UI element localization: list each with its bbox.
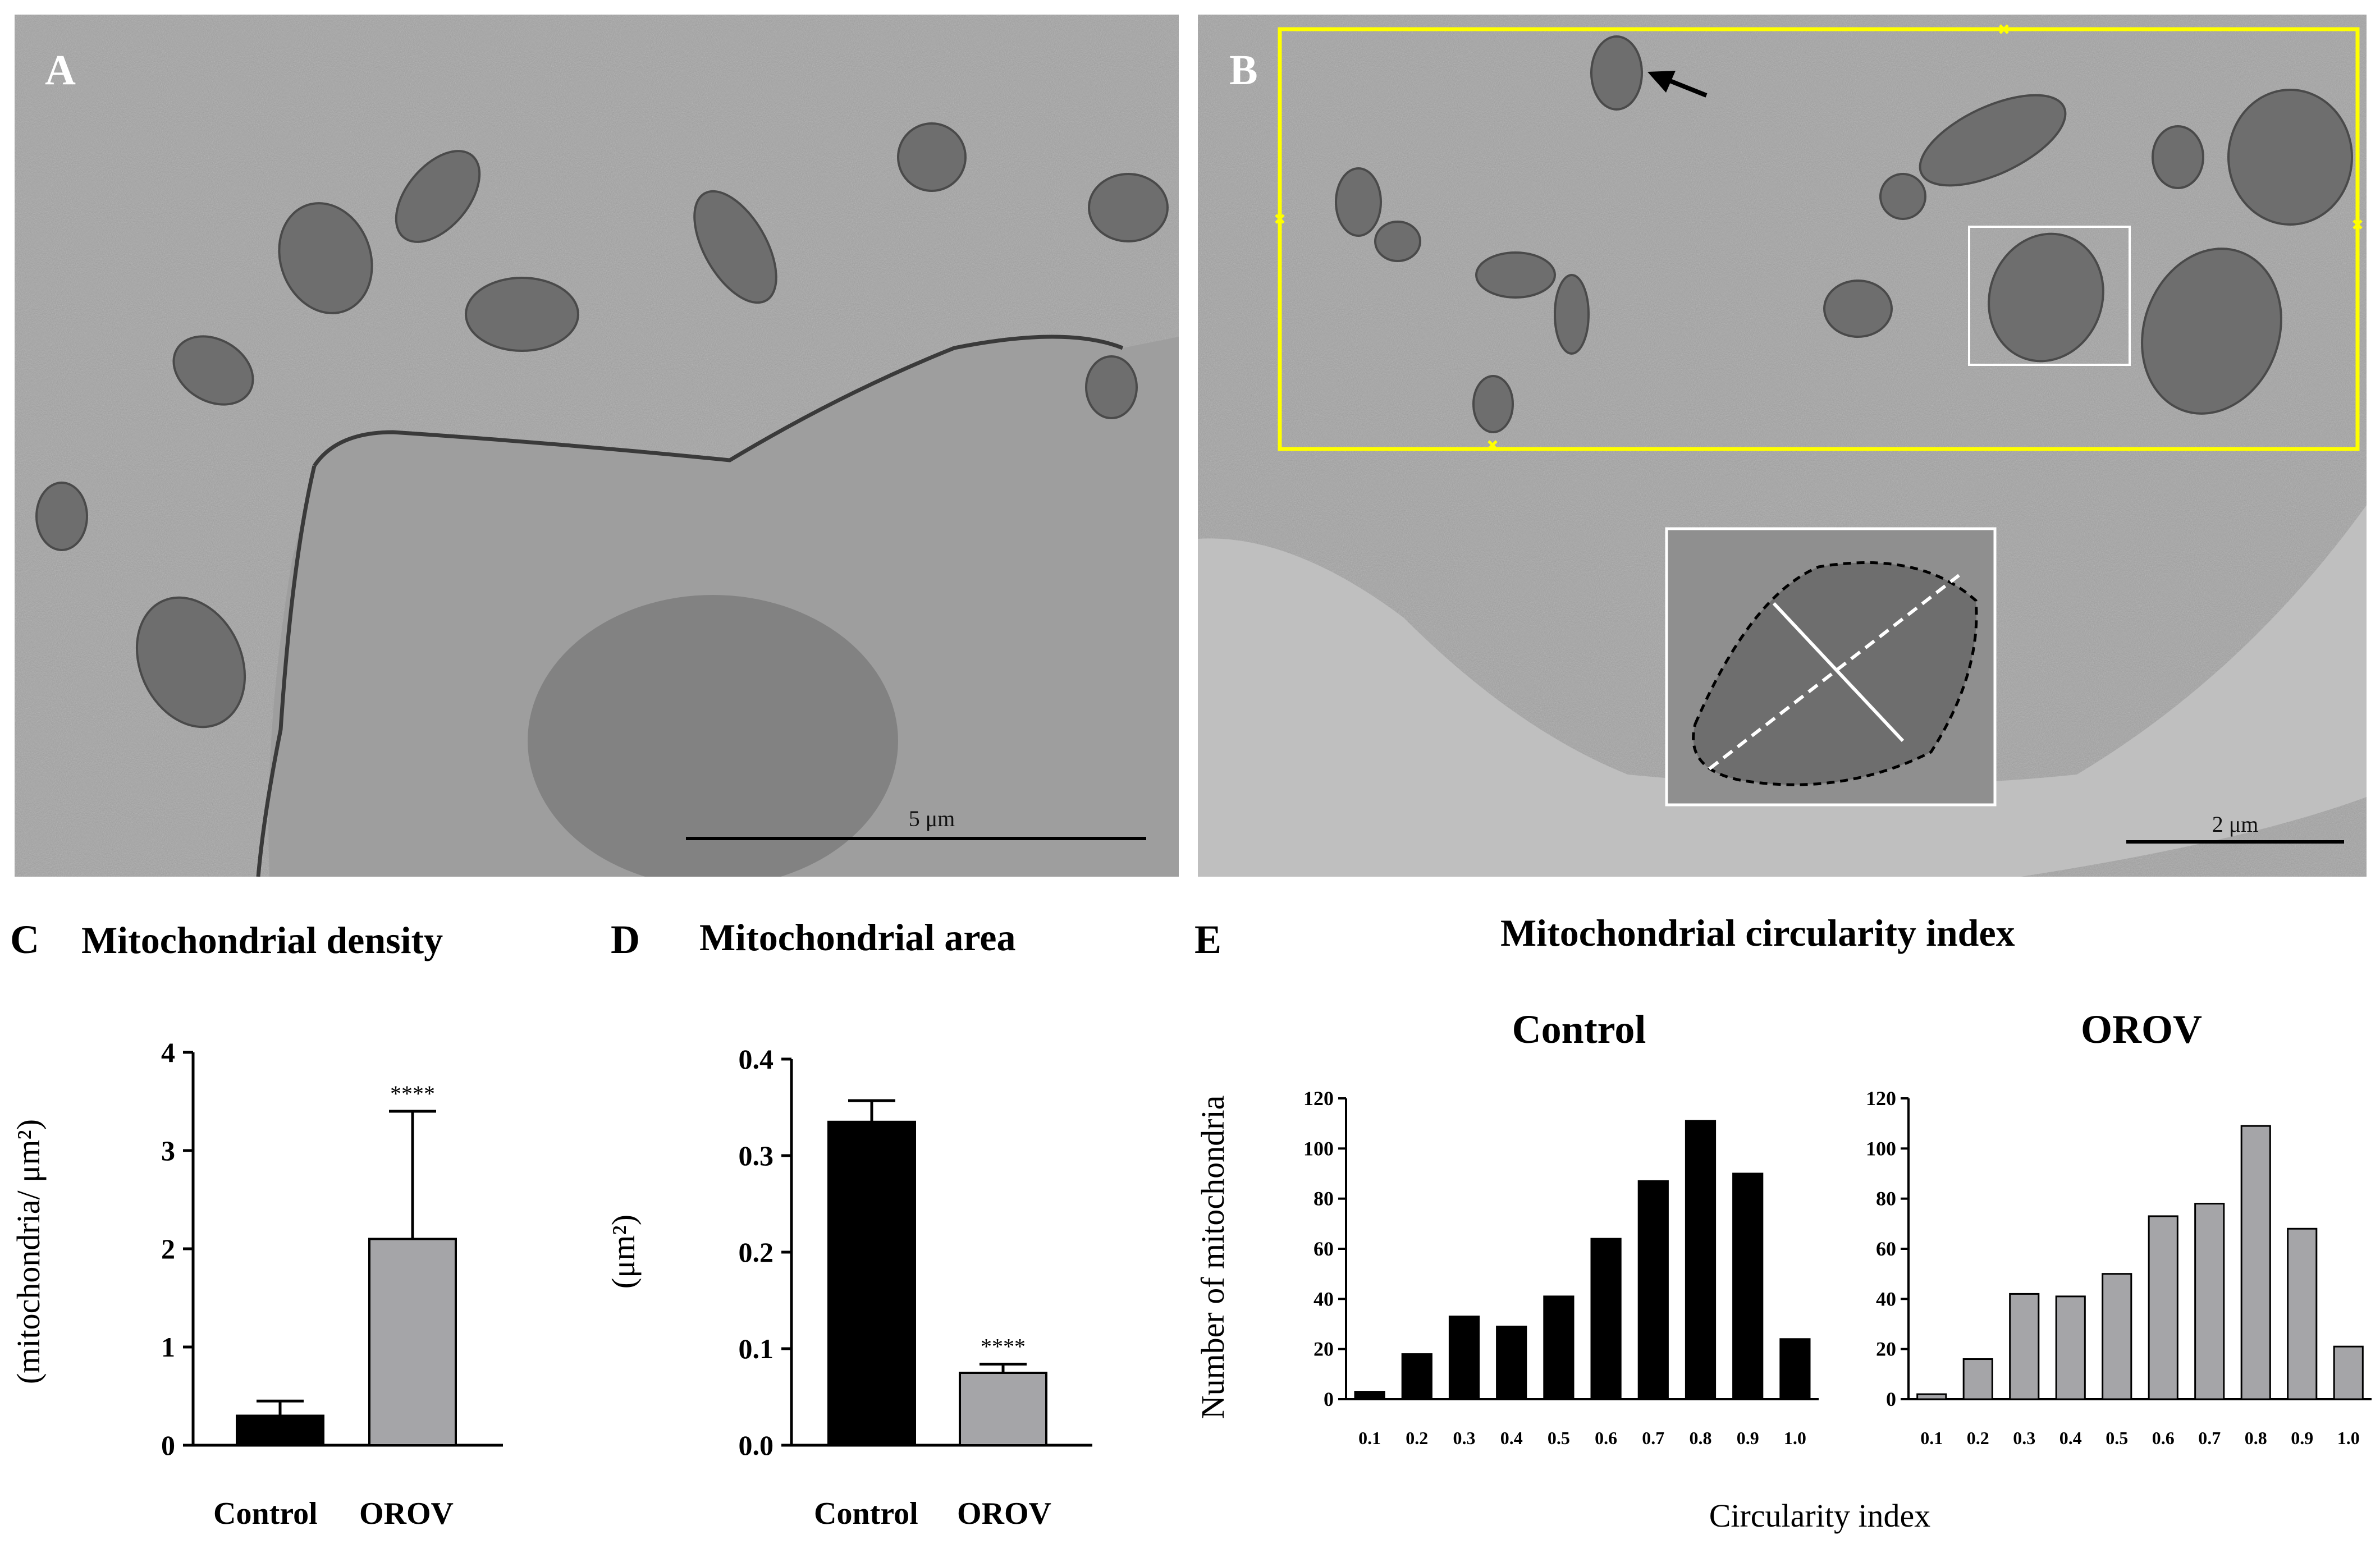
e-orov-x-tick-label: 0.3 [2013, 1428, 2035, 1448]
e-control-y-tick-label: 0 [1324, 1388, 1334, 1410]
e-control-y-tick-label: 80 [1313, 1188, 1334, 1210]
c-category-control: Control [213, 1496, 318, 1531]
d-y-tick-label: 0.1 [739, 1333, 774, 1364]
chart-d-title: Mitochondrial area [699, 916, 1015, 959]
c-y-tick-label: 4 [161, 1037, 175, 1068]
e-control-x-tick-label: 0.9 [1737, 1428, 1759, 1448]
c-significance-orov: **** [390, 1081, 435, 1106]
e-control-y-tick-label: 40 [1313, 1288, 1334, 1310]
c-y-axis-label: (mitochondria/ μm²) [10, 1119, 47, 1384]
e-subtitle-control: Control [1512, 1007, 1646, 1052]
e-orov-y-tick-label: 40 [1876, 1288, 1896, 1310]
e-orov-x-tick-label: 0.5 [2106, 1428, 2128, 1448]
e-control-bar [1354, 1391, 1385, 1400]
e-control-bar [1590, 1238, 1622, 1400]
e-subtitle-orov: OROV [2081, 1007, 2202, 1052]
e-orov-bar [2055, 1295, 2086, 1400]
e-control-bar [1448, 1316, 1480, 1400]
e-control-bar [1779, 1338, 1811, 1400]
panel-b-letter: B [1229, 47, 1258, 94]
chart-density: 0 1 2 3 4 **** (mitochondria/ μm²) Control O… [10, 1037, 503, 1531]
e-control-x-tick-label: 0.3 [1453, 1428, 1476, 1448]
scale-label-a: 5 μm [909, 806, 955, 831]
chart-c-title: Mitochondrial density [81, 919, 443, 961]
c-y-tick-label: 3 [161, 1135, 175, 1166]
c-category-orov: OROV [359, 1496, 454, 1531]
e-orov-x-tick-label: 0.1 [1920, 1428, 1943, 1448]
e-orov-x-tick-label: 0.9 [2291, 1428, 2313, 1448]
e-control-x-tick-label: 0.8 [1690, 1428, 1712, 1448]
d-y-tick-label: 0.4 [739, 1043, 774, 1075]
e-orov-bar [2102, 1273, 2132, 1400]
e-orov-y-tick-label: 100 [1866, 1137, 1896, 1160]
e-control-x-tick-label: 0.7 [1642, 1428, 1664, 1448]
e-control-bar [1637, 1180, 1669, 1400]
c-y-tick-label: 2 [161, 1233, 175, 1264]
e-orov-x-tick-label: 0.6 [2152, 1428, 2175, 1448]
scale-label-b: 2 μm [2212, 812, 2259, 837]
e-orov-y-tick-label: 20 [1876, 1338, 1896, 1360]
e-control-y-tick-label: 120 [1303, 1087, 1334, 1110]
panel-a-letter: A [45, 47, 76, 94]
d-bar-orov [959, 1372, 1047, 1446]
e-control-y-tick-label: 20 [1313, 1338, 1334, 1360]
d-y-tick-label: 0.3 [739, 1140, 774, 1171]
e-x-axis-label: Circularity index [1709, 1497, 1931, 1534]
c-y-tick-label: 1 [161, 1331, 175, 1363]
e-control-bar [1543, 1295, 1575, 1400]
e-control-bar [1685, 1120, 1717, 1400]
e-control-x-tick-label: 0.5 [1548, 1428, 1570, 1448]
e-y-axis-label: Number of mitochondria [1194, 1096, 1231, 1419]
e-orov-y-tick-label: 60 [1876, 1238, 1896, 1260]
e-orov-bar [2009, 1293, 2040, 1400]
e-control-x-tick-label: 0.2 [1406, 1428, 1428, 1448]
e-orov-bar [1916, 1393, 1947, 1400]
c-bar-control [236, 1414, 324, 1446]
d-bar-control [827, 1120, 916, 1447]
d-y-tick-label: 0.2 [739, 1236, 774, 1268]
e-control-y-tick-label: 100 [1303, 1137, 1334, 1160]
e-control-y-tick-label: 60 [1313, 1238, 1334, 1260]
d-significance-orov: **** [981, 1334, 1026, 1359]
e-control-x-tick-label: 1.0 [1784, 1428, 1806, 1448]
chart-e-title: Mitochondrial circularity index [1500, 911, 2015, 954]
e-control-bar [1732, 1172, 1764, 1400]
e-orov-bar [2148, 1215, 2178, 1400]
e-orov-x-tick-label: 0.2 [1967, 1428, 1989, 1448]
d-category-orov: OROV [957, 1496, 1051, 1531]
e-control-x-tick-label: 0.4 [1500, 1428, 1523, 1448]
e-orov-bar [2240, 1125, 2271, 1400]
d-category-control: Control [814, 1496, 918, 1531]
e-orov-bar [1962, 1358, 1993, 1400]
d-y-axis-label: (μm²) [605, 1215, 642, 1289]
d-y-tick-label: 0.0 [739, 1430, 774, 1461]
c-y-tick-label: 0 [161, 1430, 175, 1461]
e-orov-x-tick-label: 1.0 [2337, 1428, 2360, 1448]
e-orov-y-tick-label: 120 [1866, 1087, 1896, 1110]
panel-d-letter: D [611, 917, 640, 962]
e-orov-y-tick-label: 0 [1886, 1388, 1896, 1410]
c-bar-orov [368, 1238, 457, 1446]
micrograph-a [15, 15, 1179, 877]
panel-c-letter: C [10, 917, 39, 962]
e-control-bar [1401, 1353, 1432, 1400]
e-orov-bar [2194, 1203, 2225, 1400]
e-orov-bar [2287, 1227, 2318, 1400]
chart-circularity: Number of mitochondria Circularity index… [1194, 1007, 2372, 1534]
e-orov-x-tick-label: 0.4 [2059, 1428, 2082, 1448]
panel-e-letter: E [1194, 917, 1221, 962]
micrograph-b [1198, 15, 2367, 877]
e-control-x-tick-label: 0.6 [1595, 1428, 1617, 1448]
e-orov-x-tick-label: 0.7 [2198, 1428, 2221, 1448]
chart-area: 0.0 0.1 0.2 0.3 0.4 **** (μm²) Control OROV [605, 1043, 1092, 1531]
e-orov-y-tick-label: 80 [1876, 1188, 1896, 1210]
e-orov-x-tick-label: 0.8 [2245, 1428, 2267, 1448]
e-orov-bar [2333, 1345, 2364, 1400]
e-control-bar [1496, 1325, 1527, 1400]
e-control-x-tick-label: 0.1 [1358, 1428, 1381, 1448]
